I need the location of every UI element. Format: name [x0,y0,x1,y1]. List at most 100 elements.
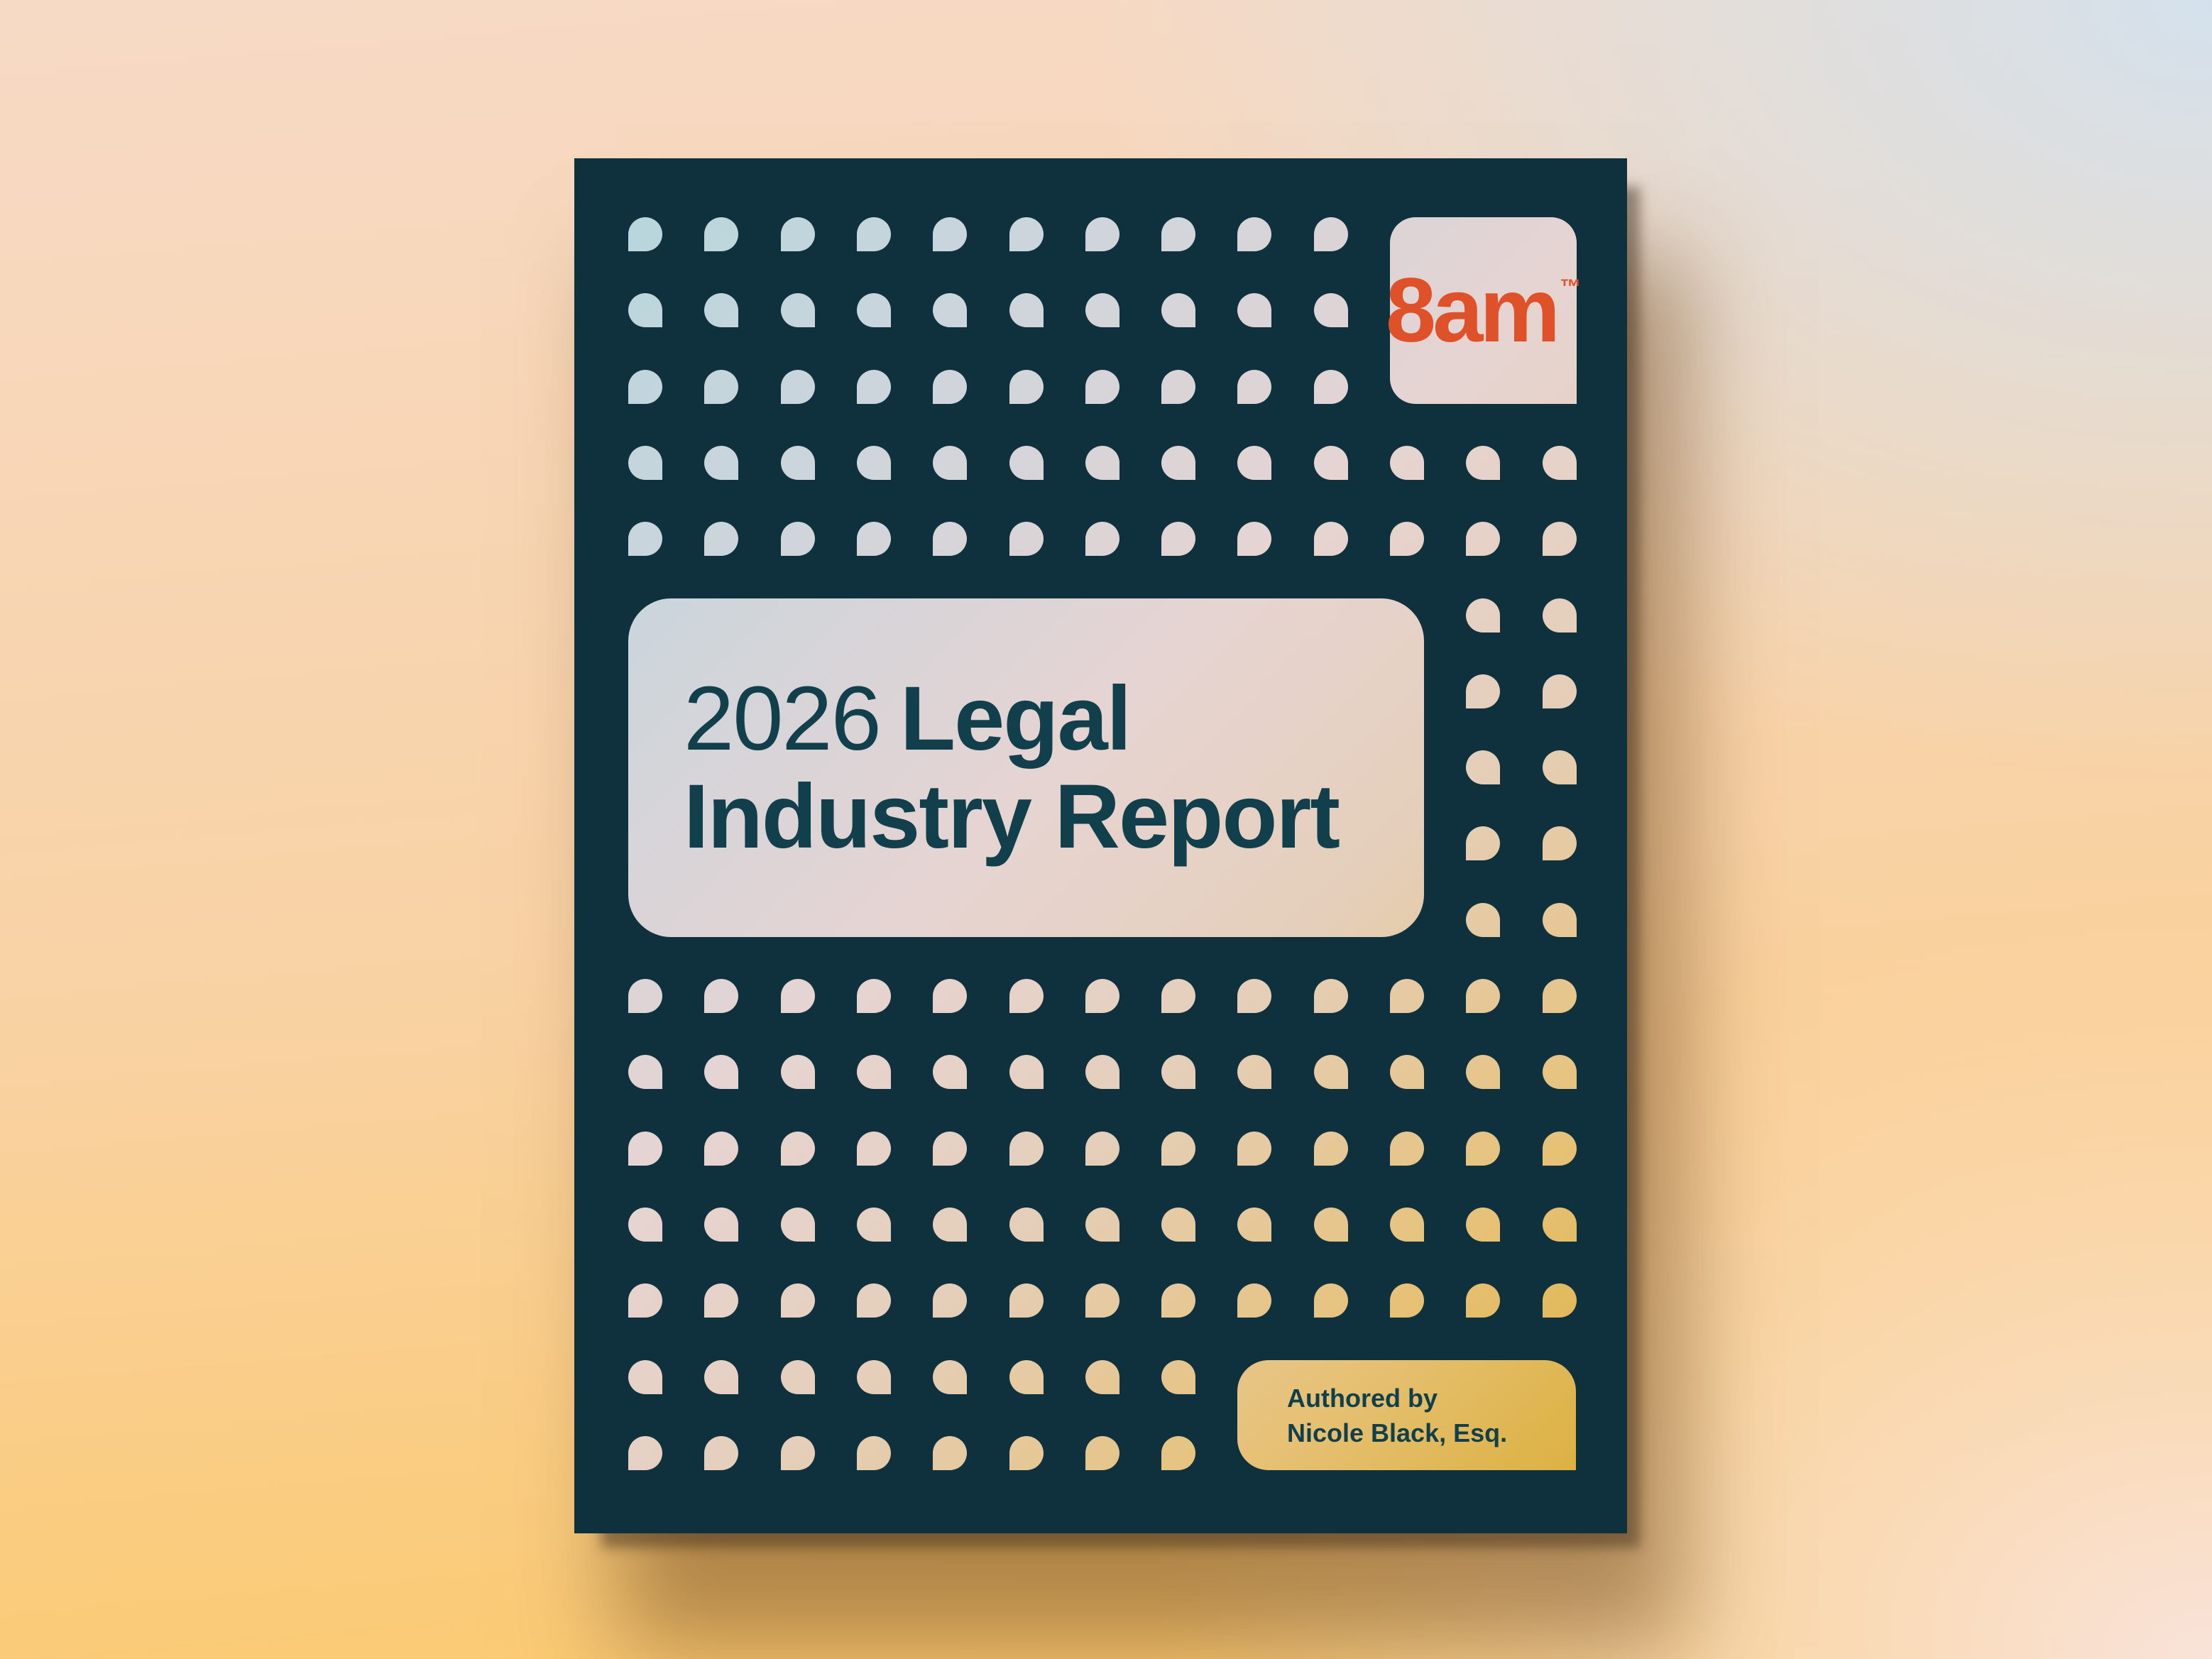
pattern-dot [704,446,738,480]
pattern-dot [781,370,815,404]
pattern-dot [1161,1436,1195,1470]
pattern-dot [857,979,891,1013]
pattern-dot [1466,826,1500,860]
pattern-dot [1390,979,1424,1013]
pattern-dot [781,1132,815,1166]
pattern-dot [933,1208,967,1242]
author-label: Authored by [1287,1383,1438,1413]
pattern-dot [933,446,967,480]
pattern-dot [704,1283,738,1318]
pattern-dot [628,1436,662,1470]
dot-grid [574,158,1627,1533]
title-card: 2026 Legal Industry Report [628,598,1424,937]
pattern-dot [704,1132,738,1166]
pattern-dot [628,522,662,556]
pattern-dot [1237,217,1271,251]
pattern-dot [1085,217,1119,251]
pattern-dot [1314,1283,1348,1318]
trademark-symbol: ™ [1560,275,1582,299]
report-title-line-2: Industry Report [684,765,1340,867]
pattern-dot [1466,903,1500,937]
pattern-dot [1085,1436,1119,1470]
pattern-dot [704,1208,738,1242]
pattern-dot [1161,293,1195,327]
pattern-dot [1466,598,1500,633]
pattern-dot [704,217,738,251]
pattern-dot [1466,1055,1500,1089]
pattern-dot [1466,979,1500,1013]
logo-text: 8am [1385,259,1560,361]
pattern-dot [1085,446,1119,480]
pattern-dot [781,1208,815,1242]
pattern-dot [1161,217,1195,251]
pattern-dot [1314,217,1348,251]
pattern-dot [1009,293,1044,327]
pattern-dot [1237,1283,1271,1318]
pattern-dot [1543,1132,1577,1166]
pattern-dot [933,293,967,327]
pattern-dot [781,1055,815,1089]
pattern-dot [933,217,967,251]
pattern-dot [857,1132,891,1166]
pattern-dot [1085,1360,1119,1394]
pattern-dot [857,1436,891,1470]
pattern-dot [1009,1360,1044,1394]
logo-card: 8am ™ [1386,217,1581,404]
pattern-dot [628,1360,662,1394]
pattern-dot [1466,446,1500,480]
pattern-dot [933,1132,967,1166]
pattern-dot [1543,674,1577,708]
pattern-dot [1237,522,1271,556]
pattern-dot [1009,1055,1044,1089]
pattern-dot [1009,1436,1044,1470]
pattern-dot [628,979,662,1013]
pattern-dot [704,293,738,327]
report-title-line-1: 2026 Legal [684,667,1424,770]
pattern-dot [857,1055,891,1089]
pattern-dot [1390,1055,1424,1089]
pattern-dot [1543,598,1577,633]
pattern-dot [1009,217,1044,251]
pattern-dot [781,1283,815,1318]
pattern-dot [1390,1132,1424,1166]
pattern-dot [1314,1208,1348,1242]
pattern-dot [781,217,815,251]
pattern-dot [1161,370,1195,404]
pattern-dot [1466,674,1500,708]
pattern-dot [1314,522,1348,556]
pattern-dot [628,446,662,480]
pattern-dot [781,446,815,480]
pattern-dot [1161,1360,1195,1394]
pattern-dot [1314,293,1348,327]
pattern-dot [1161,446,1195,480]
pattern-dot [857,446,891,480]
pattern-dot [1085,979,1119,1013]
pattern-dot [933,522,967,556]
pattern-dot [1390,446,1424,480]
pattern-dot [1085,370,1119,404]
report-title-word: Legal [899,667,1132,770]
pattern-dot [1543,1055,1577,1089]
report-cover: 8am ™ 2026 Legal Industry Report Authored… [574,158,1627,1533]
pattern-dot [704,370,738,404]
pattern-dot [1237,293,1271,327]
pattern-dot [933,1055,967,1089]
pattern-dot [1009,522,1044,556]
pattern-dot [1161,1283,1195,1318]
pattern-dot [1161,1132,1195,1166]
pattern-dot [781,522,815,556]
pattern-dot [704,1360,738,1394]
pattern-dot [1237,446,1271,480]
pattern-dot [1543,522,1577,556]
pattern-dot [1009,1132,1044,1166]
pattern-dot [1161,1208,1195,1242]
pattern-dot [933,370,967,404]
pattern-dot [1543,1208,1577,1242]
pattern-dot [781,979,815,1013]
pattern-dot [1466,1283,1500,1318]
pattern-dot [1543,979,1577,1013]
pattern-dot [1543,826,1577,860]
pattern-dot [1543,750,1577,784]
pattern-dot [1085,1055,1119,1089]
